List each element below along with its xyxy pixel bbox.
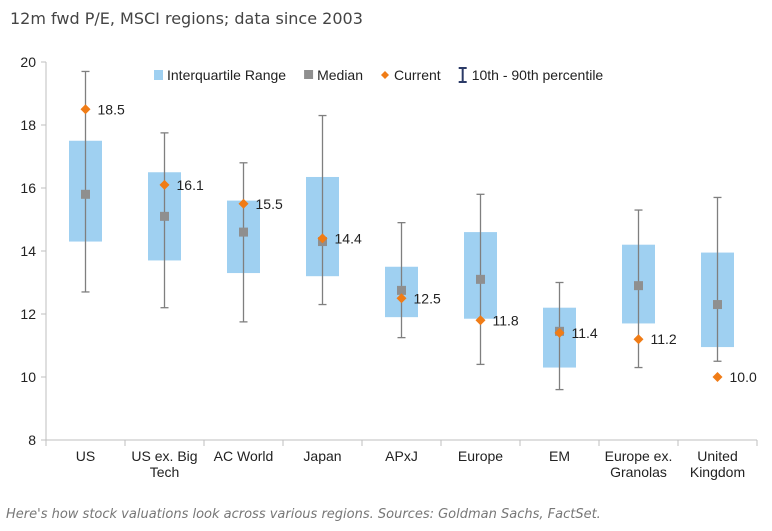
median-marker: [634, 281, 643, 291]
median-marker: [476, 274, 485, 284]
x-category-label: United: [697, 448, 737, 464]
y-tick-label: 12: [20, 306, 36, 322]
current-marker: [396, 293, 407, 304]
current-value-label: 16.1: [177, 177, 204, 193]
y-tick-label: 8: [28, 432, 36, 448]
current-value-label: 14.4: [335, 230, 362, 246]
current-value-label: 11.2: [651, 331, 677, 347]
median-marker: [397, 285, 406, 295]
median-marker: [81, 189, 90, 199]
x-category-label: Japan: [303, 448, 341, 464]
median-marker: [160, 211, 169, 221]
current-marker: [238, 198, 249, 209]
x-category-label: Granolas: [610, 464, 667, 480]
x-category-label: Kingdom: [690, 464, 745, 480]
current-value-label: 10.0: [730, 369, 757, 385]
current-marker: [317, 233, 328, 244]
current-value-label: 15.5: [256, 196, 283, 212]
box-group: 15.5: [227, 162, 283, 323]
x-category-label: EM: [549, 448, 570, 464]
median-marker: [239, 227, 248, 237]
legend-label: Median: [317, 67, 363, 83]
legend-label: Interquartile Range: [167, 67, 286, 83]
legend-label: Current: [394, 67, 441, 83]
x-category-label: Tech: [150, 464, 180, 480]
box-group: 11.2: [622, 209, 677, 369]
median-marker: [713, 300, 722, 310]
current-marker: [475, 315, 486, 326]
box-group: 14.4: [306, 114, 362, 306]
x-category-label: US ex. Big: [131, 448, 197, 464]
legend-swatch-median: [304, 70, 314, 79]
current-value-label: 18.5: [98, 101, 125, 117]
y-tick-label: 18: [20, 117, 36, 133]
current-value-label: 11.8: [493, 312, 519, 328]
y-tick-label: 10: [20, 369, 36, 385]
current-marker: [554, 327, 565, 338]
plot-layer: 18.5 16.1 15.5 14.4 12.5 11.8 11.4 11.2 10.0: [69, 70, 757, 391]
legend-swatch-iqr: [154, 70, 163, 80]
box-group: 16.1: [148, 132, 204, 309]
chart-subtitle: 12m fwd P/E, MSCI regions; data since 20…: [10, 9, 363, 28]
box-group: 11.8: [464, 193, 519, 366]
figure-caption: Here's how stock valuations look across …: [6, 507, 601, 522]
x-category-label: AC World: [214, 448, 274, 464]
x-category-label: Europe: [458, 448, 503, 464]
box-group: 12.5: [385, 221, 441, 339]
box-group: 10.0: [701, 196, 757, 385]
current-marker: [712, 372, 723, 382]
box-group: 11.4: [543, 281, 598, 391]
current-marker: [80, 104, 91, 115]
legend-item-iqr: Interquartile Range: [154, 67, 286, 83]
legend-item-whisker: 10th - 90th percentile: [458, 67, 604, 83]
current-value-label: 11.4: [572, 325, 598, 341]
legend-label: 10th - 90th percentile: [472, 67, 604, 83]
current-marker: [159, 179, 170, 190]
box-group: 18.5: [69, 70, 125, 293]
legend-item-median: Median: [304, 67, 363, 83]
legend: Interquartile Range Median Current 10th - 9…: [154, 67, 603, 83]
x-category-label: APxJ: [385, 448, 418, 464]
y-tick-label: 20: [20, 54, 36, 70]
x-category-label: Europe ex.: [605, 448, 673, 464]
y-tick-label: 16: [20, 180, 36, 196]
x-category-label: US: [76, 448, 95, 464]
y-tick-label: 14: [20, 243, 36, 259]
current-marker: [633, 334, 644, 345]
legend-swatch-current: [381, 71, 389, 79]
legend-item-current: Current: [381, 67, 441, 83]
current-value-label: 12.5: [414, 290, 441, 306]
